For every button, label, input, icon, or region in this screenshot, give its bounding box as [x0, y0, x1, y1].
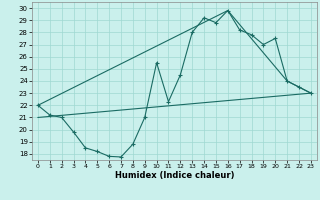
X-axis label: Humidex (Indice chaleur): Humidex (Indice chaleur): [115, 171, 234, 180]
